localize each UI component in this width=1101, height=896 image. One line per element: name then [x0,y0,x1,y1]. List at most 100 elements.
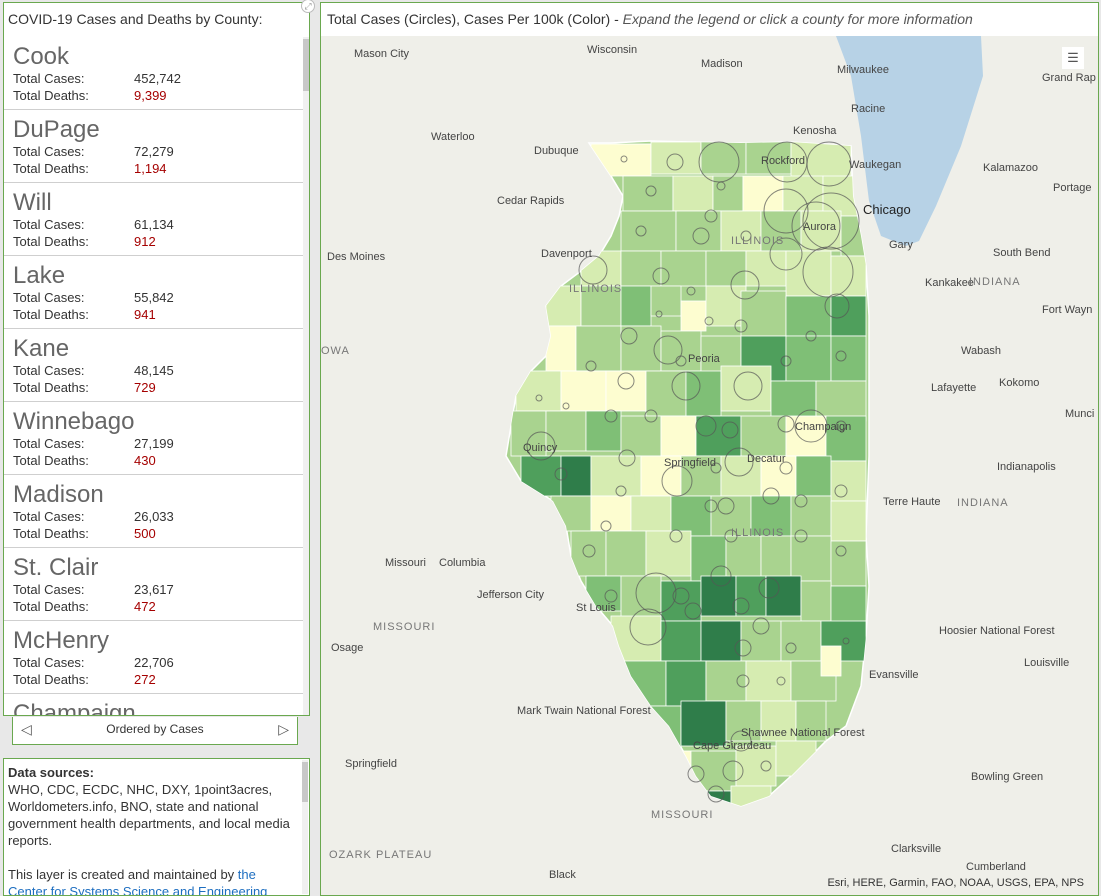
case-circle[interactable] [763,188,809,234]
list-scroll-thumb[interactable] [303,39,309,91]
case-circle[interactable] [618,449,636,467]
case-circle[interactable] [806,141,852,187]
county-list-item[interactable]: Lake Total Cases: 55,842 Total Deaths: 941 [4,256,304,329]
county-shape[interactable] [830,255,867,297]
county-shape[interactable] [580,285,622,327]
county-shape[interactable] [650,141,702,175]
county-shape[interactable] [770,380,817,422]
case-circle[interactable] [785,642,797,654]
county-shape[interactable] [705,250,747,287]
county-shape[interactable] [620,285,652,327]
case-circle[interactable] [620,155,628,163]
county-shape[interactable] [700,141,747,175]
case-circle[interactable] [734,319,748,333]
county-shape[interactable] [760,700,797,742]
county-shape[interactable] [620,210,677,252]
case-circle[interactable] [669,529,683,543]
sources-scrollbar[interactable] [302,760,308,894]
case-circle[interactable] [805,330,817,342]
county-shape[interactable] [660,330,702,372]
county-shape[interactable] [650,285,682,317]
case-circle[interactable] [535,394,543,402]
county-list-item[interactable]: Will Total Cases: 61,134 Total Deaths: 912 [4,183,304,256]
case-circle[interactable] [842,637,850,645]
case-circle[interactable] [666,153,684,171]
county-shape[interactable] [630,495,672,532]
case-circle[interactable] [762,487,780,505]
case-circle[interactable] [760,760,772,772]
legend-list-icon[interactable]: ☰ [1062,47,1084,69]
case-circle[interactable] [672,587,690,605]
county-shape[interactable] [510,410,547,457]
case-circle[interactable] [794,529,808,543]
case-circle[interactable] [585,360,597,372]
case-circle[interactable] [730,270,760,300]
case-circle[interactable] [635,572,677,614]
case-circle[interactable] [684,602,702,620]
county-shape[interactable] [785,295,832,337]
county-shape[interactable] [720,210,762,252]
case-circle[interactable] [710,462,722,474]
case-circle[interactable] [653,335,683,365]
case-circle[interactable] [835,350,847,362]
county-shape[interactable] [830,500,867,542]
next-arrow-icon[interactable]: ▷ [278,721,289,737]
case-circle[interactable] [604,409,618,423]
county-shape[interactable] [745,660,792,702]
county-shape[interactable] [800,580,832,622]
case-circle[interactable] [724,447,754,477]
case-circle[interactable] [704,499,718,513]
case-circle[interactable] [794,409,828,443]
case-circle[interactable] [721,421,739,439]
county-list-item[interactable]: DuPage Total Cases: 72,279 Total Deaths: 1,1… [4,110,304,183]
county-shape[interactable] [675,210,722,252]
case-circle[interactable] [740,230,752,242]
county-shape[interactable] [720,365,772,412]
case-circle[interactable] [644,409,658,423]
county-shape[interactable] [705,660,747,702]
county-shape[interactable] [620,250,662,287]
case-circle[interactable] [675,355,687,367]
county-shape[interactable] [660,580,702,622]
county-list-item[interactable]: ChampaignTotal Cases:Total Deaths: [4,694,304,715]
case-circle[interactable] [600,520,612,532]
county-shape[interactable] [700,620,742,662]
case-circle[interactable] [834,484,848,498]
case-circle[interactable] [562,402,570,410]
county-shape[interactable] [695,415,742,457]
sources-scroll-thumb[interactable] [302,762,308,802]
county-shape[interactable] [620,575,662,622]
county-shape[interactable] [672,175,714,212]
county-shape[interactable] [585,410,622,452]
case-circle[interactable] [695,415,717,437]
county-shape[interactable] [680,300,707,332]
county-list-item[interactable]: McHenry Total Cases: 22,706 Total Deaths: 27… [4,621,304,694]
case-circle[interactable] [707,785,725,803]
county-shape[interactable] [765,575,802,617]
county-shape[interactable] [560,455,592,497]
county-shape[interactable] [660,415,697,457]
case-circle[interactable] [655,310,663,318]
county-shape[interactable] [815,380,867,422]
county-shape[interactable] [660,620,702,662]
case-circle[interactable] [724,529,738,543]
county-shape[interactable] [605,370,647,412]
case-circle[interactable] [671,371,701,401]
county-shape[interactable] [735,575,767,617]
county-shape[interactable] [620,415,662,457]
county-shape[interactable] [700,575,737,617]
case-circle[interactable] [835,545,847,557]
case-circle[interactable] [752,617,770,635]
case-circle[interactable] [732,597,750,615]
expand-icon[interactable]: ⤢ [301,0,315,13]
case-circle[interactable] [824,293,850,319]
case-circle[interactable] [758,577,780,599]
county-shape[interactable] [825,415,867,462]
case-circle[interactable] [777,415,795,433]
case-circle[interactable] [802,246,854,298]
county-list[interactable]: Cook Total Cases: 452,742 Total Deaths: 9,39… [4,37,310,715]
case-circle[interactable] [769,237,803,271]
case-circle[interactable] [578,255,608,285]
list-scrollbar[interactable] [303,37,309,715]
county-shape[interactable] [742,175,784,212]
